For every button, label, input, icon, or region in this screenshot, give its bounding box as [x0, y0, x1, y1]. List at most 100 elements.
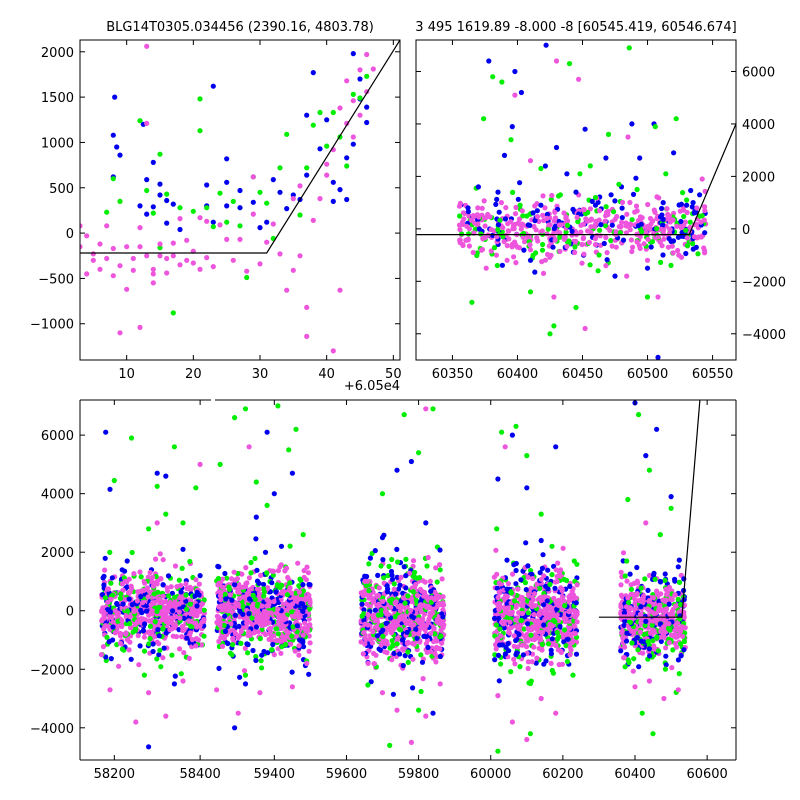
cluster-point [667, 217, 673, 223]
cluster-point [432, 651, 438, 657]
cluster-point [548, 196, 554, 202]
cluster-point [497, 217, 503, 223]
cluster-point [496, 607, 502, 613]
data-point [675, 564, 681, 570]
cluster-point [376, 601, 382, 607]
x-tick-label: 59400 [254, 767, 295, 782]
cluster-point [410, 656, 416, 662]
cluster-point [496, 580, 502, 586]
cluster-point [702, 230, 708, 236]
cluster-point [585, 228, 591, 234]
data-point [527, 158, 534, 164]
cluster-point [138, 574, 144, 580]
data-point [300, 532, 306, 538]
cluster-point [240, 611, 246, 617]
cluster-point [640, 594, 647, 600]
panel-title: BLG14T0305.034456 (2390.16, 4803.78) [106, 20, 374, 35]
cluster-point [494, 196, 500, 202]
cluster-point [145, 594, 151, 600]
cluster-point [192, 593, 198, 599]
data-point [124, 558, 130, 564]
data-point [277, 165, 283, 171]
cluster-point [361, 607, 367, 613]
data-point [184, 257, 190, 263]
x-tick-label: 60400 [497, 367, 538, 382]
cluster-point [669, 243, 675, 249]
cluster-point [138, 593, 144, 600]
cluster-point [283, 641, 289, 648]
cluster-point [604, 257, 610, 263]
cluster-point [306, 648, 312, 654]
cluster-point [362, 621, 368, 627]
cluster-point [522, 580, 529, 586]
cluster-point [400, 595, 407, 601]
cluster-point [495, 652, 502, 659]
data-point [494, 234, 500, 240]
data-point [524, 736, 530, 743]
cluster-point [416, 620, 423, 626]
cluster-point [214, 613, 220, 619]
cluster-point [519, 610, 526, 617]
cluster-point [119, 617, 125, 624]
cluster-point [554, 612, 560, 618]
data-point [110, 273, 116, 279]
cluster-point [539, 228, 545, 234]
cluster-point [553, 643, 559, 649]
cluster-point [371, 598, 377, 605]
cluster-point [617, 230, 623, 236]
cluster-point [253, 536, 259, 542]
cluster-point [630, 191, 637, 197]
data-point [157, 151, 163, 157]
cluster-point [402, 600, 408, 606]
cluster-point [268, 610, 274, 616]
cluster-point [380, 598, 386, 605]
data-point [582, 325, 588, 332]
cluster-point [580, 236, 586, 242]
data-point [650, 731, 656, 737]
data-point [197, 573, 203, 579]
cluster-point [288, 590, 294, 596]
cluster-point [654, 634, 660, 640]
y-tick-label: 2000 [41, 46, 74, 61]
cluster-point [172, 563, 179, 569]
cluster-point [626, 659, 632, 666]
cluster-point [387, 598, 393, 604]
data-point [232, 415, 238, 421]
cluster-point [294, 623, 300, 629]
panel-bottom: 58200 58400 59400 59600 59800 60000 60200 60400… [30, 399, 737, 782]
data-point [230, 198, 236, 204]
cluster-point [655, 234, 661, 240]
cluster-point [651, 570, 657, 576]
data-point [553, 444, 559, 450]
data-point [97, 241, 103, 247]
cluster-point [101, 609, 107, 615]
cluster-point [698, 219, 704, 225]
cluster-point [648, 244, 654, 250]
cluster-point [620, 550, 627, 556]
cluster-point [633, 203, 640, 209]
data-point [80, 244, 83, 250]
data-point [304, 333, 310, 339]
data-point [657, 532, 663, 538]
cluster-point [540, 212, 546, 218]
data-point [350, 98, 356, 104]
cluster-point [511, 598, 518, 604]
data-point [668, 494, 674, 500]
x-tick-label: 59600 [326, 767, 367, 782]
data-point [524, 485, 530, 491]
data-point [242, 406, 249, 412]
cluster-point [508, 669, 514, 675]
data-point [197, 96, 203, 102]
cluster-point [172, 673, 178, 679]
cluster-point [275, 568, 281, 574]
cluster-point [194, 603, 200, 609]
cluster-point [180, 627, 186, 634]
cluster-point [420, 676, 426, 682]
cluster-point [468, 217, 474, 223]
cluster-point [675, 247, 681, 254]
cluster-point [107, 549, 113, 556]
data-point [110, 132, 116, 138]
data-point [690, 200, 696, 206]
cluster-point [225, 640, 231, 647]
cluster-point [261, 589, 267, 595]
